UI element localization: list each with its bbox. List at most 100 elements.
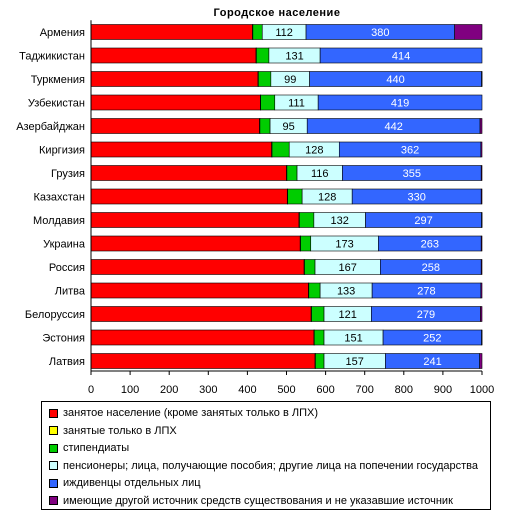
bar-segment bbox=[90, 259, 305, 275]
legend-swatch bbox=[49, 478, 58, 488]
legend-swatch bbox=[49, 426, 58, 435]
bar-segment bbox=[480, 235, 483, 252]
bar-segment bbox=[311, 306, 325, 322]
x-tick-label: 1000 bbox=[470, 384, 494, 396]
legend-label: имеющие другой источник средств существо… bbox=[63, 494, 453, 507]
data-label: 258 bbox=[422, 262, 440, 274]
bar-segment bbox=[271, 141, 290, 158]
legend-item: занятые только в ЛПХ bbox=[49, 422, 177, 440]
bar-segment bbox=[480, 165, 483, 181]
data-label: 111 bbox=[288, 98, 305, 110]
data-label: 157 bbox=[346, 356, 364, 368]
bar-segment bbox=[480, 141, 483, 158]
category-label: Армения bbox=[40, 27, 85, 39]
bar-segment bbox=[90, 118, 260, 134]
x-tick-label: 300 bbox=[199, 384, 217, 396]
legend-item: занятое население (кроме занятых только … bbox=[49, 404, 318, 422]
legend-item: имеющие другой источник средств существо… bbox=[49, 492, 453, 510]
bars-layer bbox=[90, 24, 483, 369]
x-tick-label: 600 bbox=[316, 384, 334, 396]
bar-segment bbox=[90, 306, 312, 322]
bar-segment bbox=[90, 282, 309, 299]
legend-swatch bbox=[49, 496, 58, 505]
category-label: Узбекистан bbox=[28, 98, 85, 110]
bar-segment bbox=[299, 212, 315, 228]
legend-label: занятое население (кроме занятых только … bbox=[63, 407, 318, 419]
bar-segment bbox=[252, 24, 263, 40]
bar-segment bbox=[319, 47, 483, 64]
category-label: Белоруссия bbox=[25, 309, 85, 321]
legend-label: пенсионеры; лица, получающие пособия; др… bbox=[63, 459, 479, 472]
data-label: 380 bbox=[371, 27, 389, 39]
bar-segment bbox=[480, 282, 483, 299]
category-label: Азербайджан bbox=[16, 121, 85, 133]
data-label: 442 bbox=[384, 121, 402, 133]
data-label: 241 bbox=[423, 356, 441, 368]
data-label: 278 bbox=[417, 286, 435, 298]
bar-segment bbox=[454, 24, 483, 40]
category-label: Эстония bbox=[42, 333, 85, 345]
data-label: 133 bbox=[337, 286, 355, 298]
category-label: Россия bbox=[49, 262, 85, 274]
data-label: 440 bbox=[386, 74, 404, 86]
category-label: Молдавия bbox=[33, 215, 85, 227]
data-label: 95 bbox=[283, 121, 295, 133]
data-label: 167 bbox=[339, 262, 357, 274]
legend-label: стипендиаты bbox=[63, 442, 130, 454]
x-tick-label: 700 bbox=[356, 384, 374, 396]
x-tick-label: 800 bbox=[395, 384, 413, 396]
data-label: 263 bbox=[421, 239, 439, 251]
x-axis: 0 100 200 300 400 500 600 700 800 900 1000 bbox=[88, 20, 494, 396]
data-label: 297 bbox=[414, 215, 432, 227]
category-label: Туркмения bbox=[31, 74, 85, 86]
data-label: 419 bbox=[391, 98, 409, 110]
bar-segment bbox=[260, 94, 276, 111]
bar-segment bbox=[481, 212, 483, 228]
category-label: Таджикистан bbox=[19, 51, 85, 63]
category-label: Украина bbox=[43, 239, 86, 251]
data-label: 128 bbox=[318, 192, 336, 204]
category-label: Литва bbox=[55, 286, 86, 298]
bar-segment bbox=[90, 235, 301, 252]
data-labels: 112 380 131 414 99 440 111 419 95 442 128 362 116 355… bbox=[275, 27, 441, 368]
data-label: 121 bbox=[339, 309, 357, 321]
data-label: 355 bbox=[403, 168, 421, 180]
data-label: 128 bbox=[305, 145, 323, 157]
bar-segment bbox=[479, 118, 483, 134]
bar-segment bbox=[90, 94, 261, 111]
legend-swatch bbox=[49, 443, 58, 453]
bar-segment bbox=[480, 259, 483, 275]
bar-segment bbox=[90, 47, 257, 64]
legend: занятое население (кроме занятых только … bbox=[41, 401, 491, 510]
category-labels: Армения Таджикистан Туркмения Узбекистан Азе… bbox=[16, 27, 86, 368]
bar-segment bbox=[90, 188, 288, 205]
data-label: 414 bbox=[392, 51, 410, 63]
bar-segment bbox=[304, 259, 316, 275]
data-label: 116 bbox=[311, 168, 329, 180]
bar-segment bbox=[90, 353, 316, 369]
bar-segment bbox=[287, 188, 303, 205]
bar-segment bbox=[481, 329, 483, 346]
bar-segment bbox=[317, 94, 483, 111]
data-label: 173 bbox=[335, 239, 353, 251]
category-label: Грузия bbox=[51, 168, 85, 180]
bar-segment bbox=[300, 235, 312, 252]
category-label: Казахстан bbox=[33, 192, 85, 204]
bar-segment bbox=[480, 306, 483, 322]
legend-swatch bbox=[49, 461, 58, 470]
bar-segment bbox=[90, 165, 287, 181]
bar-segment bbox=[308, 282, 321, 299]
bar-segment bbox=[480, 188, 483, 205]
bar-segment bbox=[256, 47, 270, 64]
data-label: 132 bbox=[330, 215, 348, 227]
bar-segment bbox=[479, 353, 483, 369]
x-tick-label: 0 bbox=[88, 384, 94, 396]
bar-segment bbox=[315, 353, 325, 369]
data-label: 252 bbox=[423, 333, 441, 345]
legend-item: стипендиаты bbox=[49, 439, 129, 457]
legend-label: иждивенцы отдельных лиц bbox=[63, 477, 201, 489]
category-label: Латвия bbox=[49, 356, 85, 368]
data-label: 330 bbox=[408, 192, 426, 204]
